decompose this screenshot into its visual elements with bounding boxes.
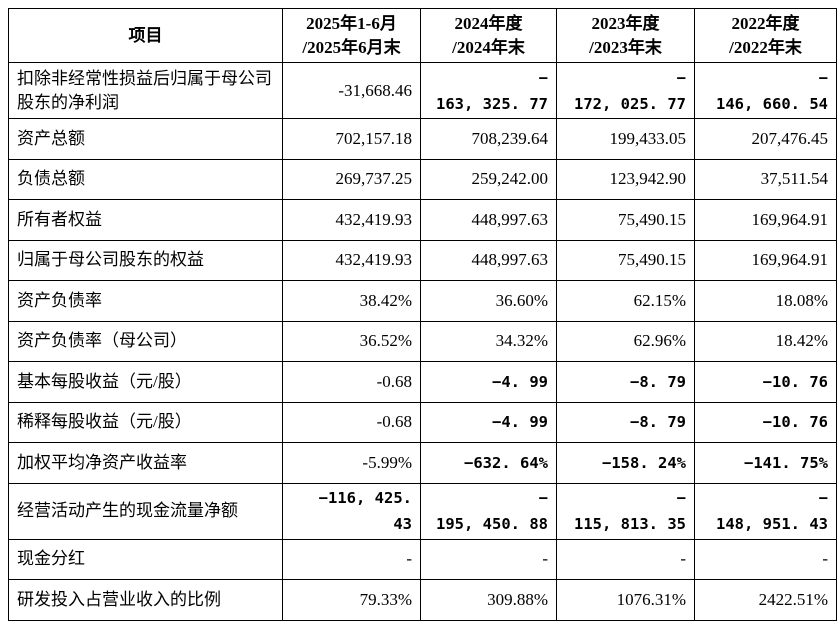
cell-value: − 163, 325. 77: [420, 62, 557, 119]
cell-value: 62.96%: [556, 320, 695, 362]
table-row: 基本每股收益（元/股） -0.68 −4. 99 −8. 79 −10. 76: [8, 361, 837, 403]
table-row: 研发投入占营业收入的比例 79.33% 309.88% 1076.31% 2422.51…: [8, 579, 837, 621]
cell-value: 432,419.93: [282, 199, 421, 241]
header-period: 2025年1-6月 /2025年6月末: [282, 8, 421, 63]
cell-value: 18.42%: [694, 320, 837, 362]
table-row: 稀释每股收益（元/股） -0.68 −4. 99 −8. 79 −10. 76: [8, 401, 837, 443]
cell-value: 199,433.05: [556, 118, 695, 160]
table-row: 所有者权益 432,419.93 448,997.63 75,490.15 169,96…: [8, 199, 837, 241]
row-label: 现金分红: [8, 538, 283, 580]
row-label: 扣除非经常性损益后归属于母公司股东的净利润: [8, 62, 283, 119]
cell-value: 18.08%: [694, 280, 837, 322]
cell-value: -: [694, 538, 837, 580]
financial-summary-table: 项目 2025年1-6月 /2025年6月末 2024年度 /2024年末 2023年…: [8, 8, 837, 621]
row-label: 归属于母公司股东的权益: [8, 239, 283, 281]
cell-value: −141. 75%: [694, 442, 837, 484]
cell-value: -31,668.46: [282, 62, 421, 119]
cell-value: -5.99%: [282, 442, 421, 484]
cell-value: 75,490.15: [556, 239, 695, 281]
cell-value: − 115, 813. 35: [556, 482, 695, 540]
table-row: 扣除非经常性损益后归属于母公司股东的净利润 -31,668.46− 163, 32…: [8, 62, 837, 119]
cell-value: 259,242.00: [420, 158, 557, 200]
cell-value: −116, 425. 43: [282, 482, 421, 540]
row-label: 资产负债率: [8, 280, 283, 322]
cell-value: −158. 24%: [556, 442, 695, 484]
cell-value: −4. 99: [420, 401, 557, 443]
row-label: 资产总额: [8, 118, 283, 160]
header-period: 2024年度 /2024年末: [420, 8, 557, 63]
row-label: 加权平均净资产收益率: [8, 442, 283, 484]
cell-value: 702,157.18: [282, 118, 421, 160]
cell-value: 309.88%: [420, 579, 557, 621]
cell-value: 432,419.93: [282, 239, 421, 281]
cell-value: −10. 76: [694, 401, 837, 443]
cell-value: 36.52%: [282, 320, 421, 362]
cell-value: − 148, 951. 43: [694, 482, 837, 540]
header-item: 项目: [8, 8, 283, 63]
cell-value: -: [420, 538, 557, 580]
row-label: 基本每股收益（元/股）: [8, 361, 283, 403]
cell-value: − 172, 025. 77: [556, 62, 695, 119]
cell-value: 207,476.45: [694, 118, 837, 160]
cell-value: 169,964.91: [694, 199, 837, 241]
cell-value: -0.68: [282, 361, 421, 403]
cell-value: − 195, 450. 88: [420, 482, 557, 540]
table-row: 加权平均净资产收益率 -5.99% −632. 64% −158. 24% −141. …: [8, 442, 837, 484]
cell-value: −8. 79: [556, 401, 695, 443]
table-row: 现金分红 - - - -: [8, 538, 837, 580]
table-row: 归属于母公司股东的权益 432,419.93 448,997.63 75,490.15…: [8, 239, 837, 281]
cell-value: 269,737.25: [282, 158, 421, 200]
cell-value: 62.15%: [556, 280, 695, 322]
table-row: 资产负债率（母公司） 36.52% 34.32% 62.96% 18.42%: [8, 320, 837, 362]
row-label: 研发投入占营业收入的比例: [8, 579, 283, 621]
header-row: 项目 2025年1-6月 /2025年6月末 2024年度 /2024年末 2023年…: [8, 8, 837, 63]
cell-value: − 146, 660. 54: [694, 62, 837, 119]
table-row: 资产总额 702,157.18 708,239.64 199,433.05 207,47…: [8, 118, 837, 160]
header-period: 2022年度 /2022年末: [694, 8, 837, 63]
cell-value: 448,997.63: [420, 239, 557, 281]
cell-value: −632. 64%: [420, 442, 557, 484]
cell-value: -: [556, 538, 695, 580]
row-label: 稀释每股收益（元/股）: [8, 401, 283, 443]
row-label: 资产负债率（母公司）: [8, 320, 283, 362]
cell-value: 34.32%: [420, 320, 557, 362]
cell-value: 79.33%: [282, 579, 421, 621]
cell-value: 36.60%: [420, 280, 557, 322]
cell-value: 123,942.90: [556, 158, 695, 200]
cell-value: −10. 76: [694, 361, 837, 403]
table-row: 资产负债率 38.42% 36.60% 62.15% 18.08%: [8, 280, 837, 322]
cell-value: 708,239.64: [420, 118, 557, 160]
cell-value: −4. 99: [420, 361, 557, 403]
cell-value: -0.68: [282, 401, 421, 443]
cell-value: 448,997.63: [420, 199, 557, 241]
table-row: 经营活动产生的现金流量净额 −116, 425. 43− 195, 450. 88…: [8, 482, 837, 540]
cell-value: −8. 79: [556, 361, 695, 403]
cell-value: 75,490.15: [556, 199, 695, 241]
cell-value: 169,964.91: [694, 239, 837, 281]
cell-value: -: [282, 538, 421, 580]
header-period: 2023年度 /2023年末: [556, 8, 695, 63]
cell-value: 37,511.54: [694, 158, 837, 200]
row-label: 经营活动产生的现金流量净额: [8, 482, 283, 540]
cell-value: 38.42%: [282, 280, 421, 322]
row-label: 所有者权益: [8, 199, 283, 241]
cell-value: 2422.51%: [694, 579, 837, 621]
row-label: 负债总额: [8, 158, 283, 200]
table-row: 负债总额 269,737.25 259,242.00 123,942.90 37,511…: [8, 158, 837, 200]
cell-value: 1076.31%: [556, 579, 695, 621]
